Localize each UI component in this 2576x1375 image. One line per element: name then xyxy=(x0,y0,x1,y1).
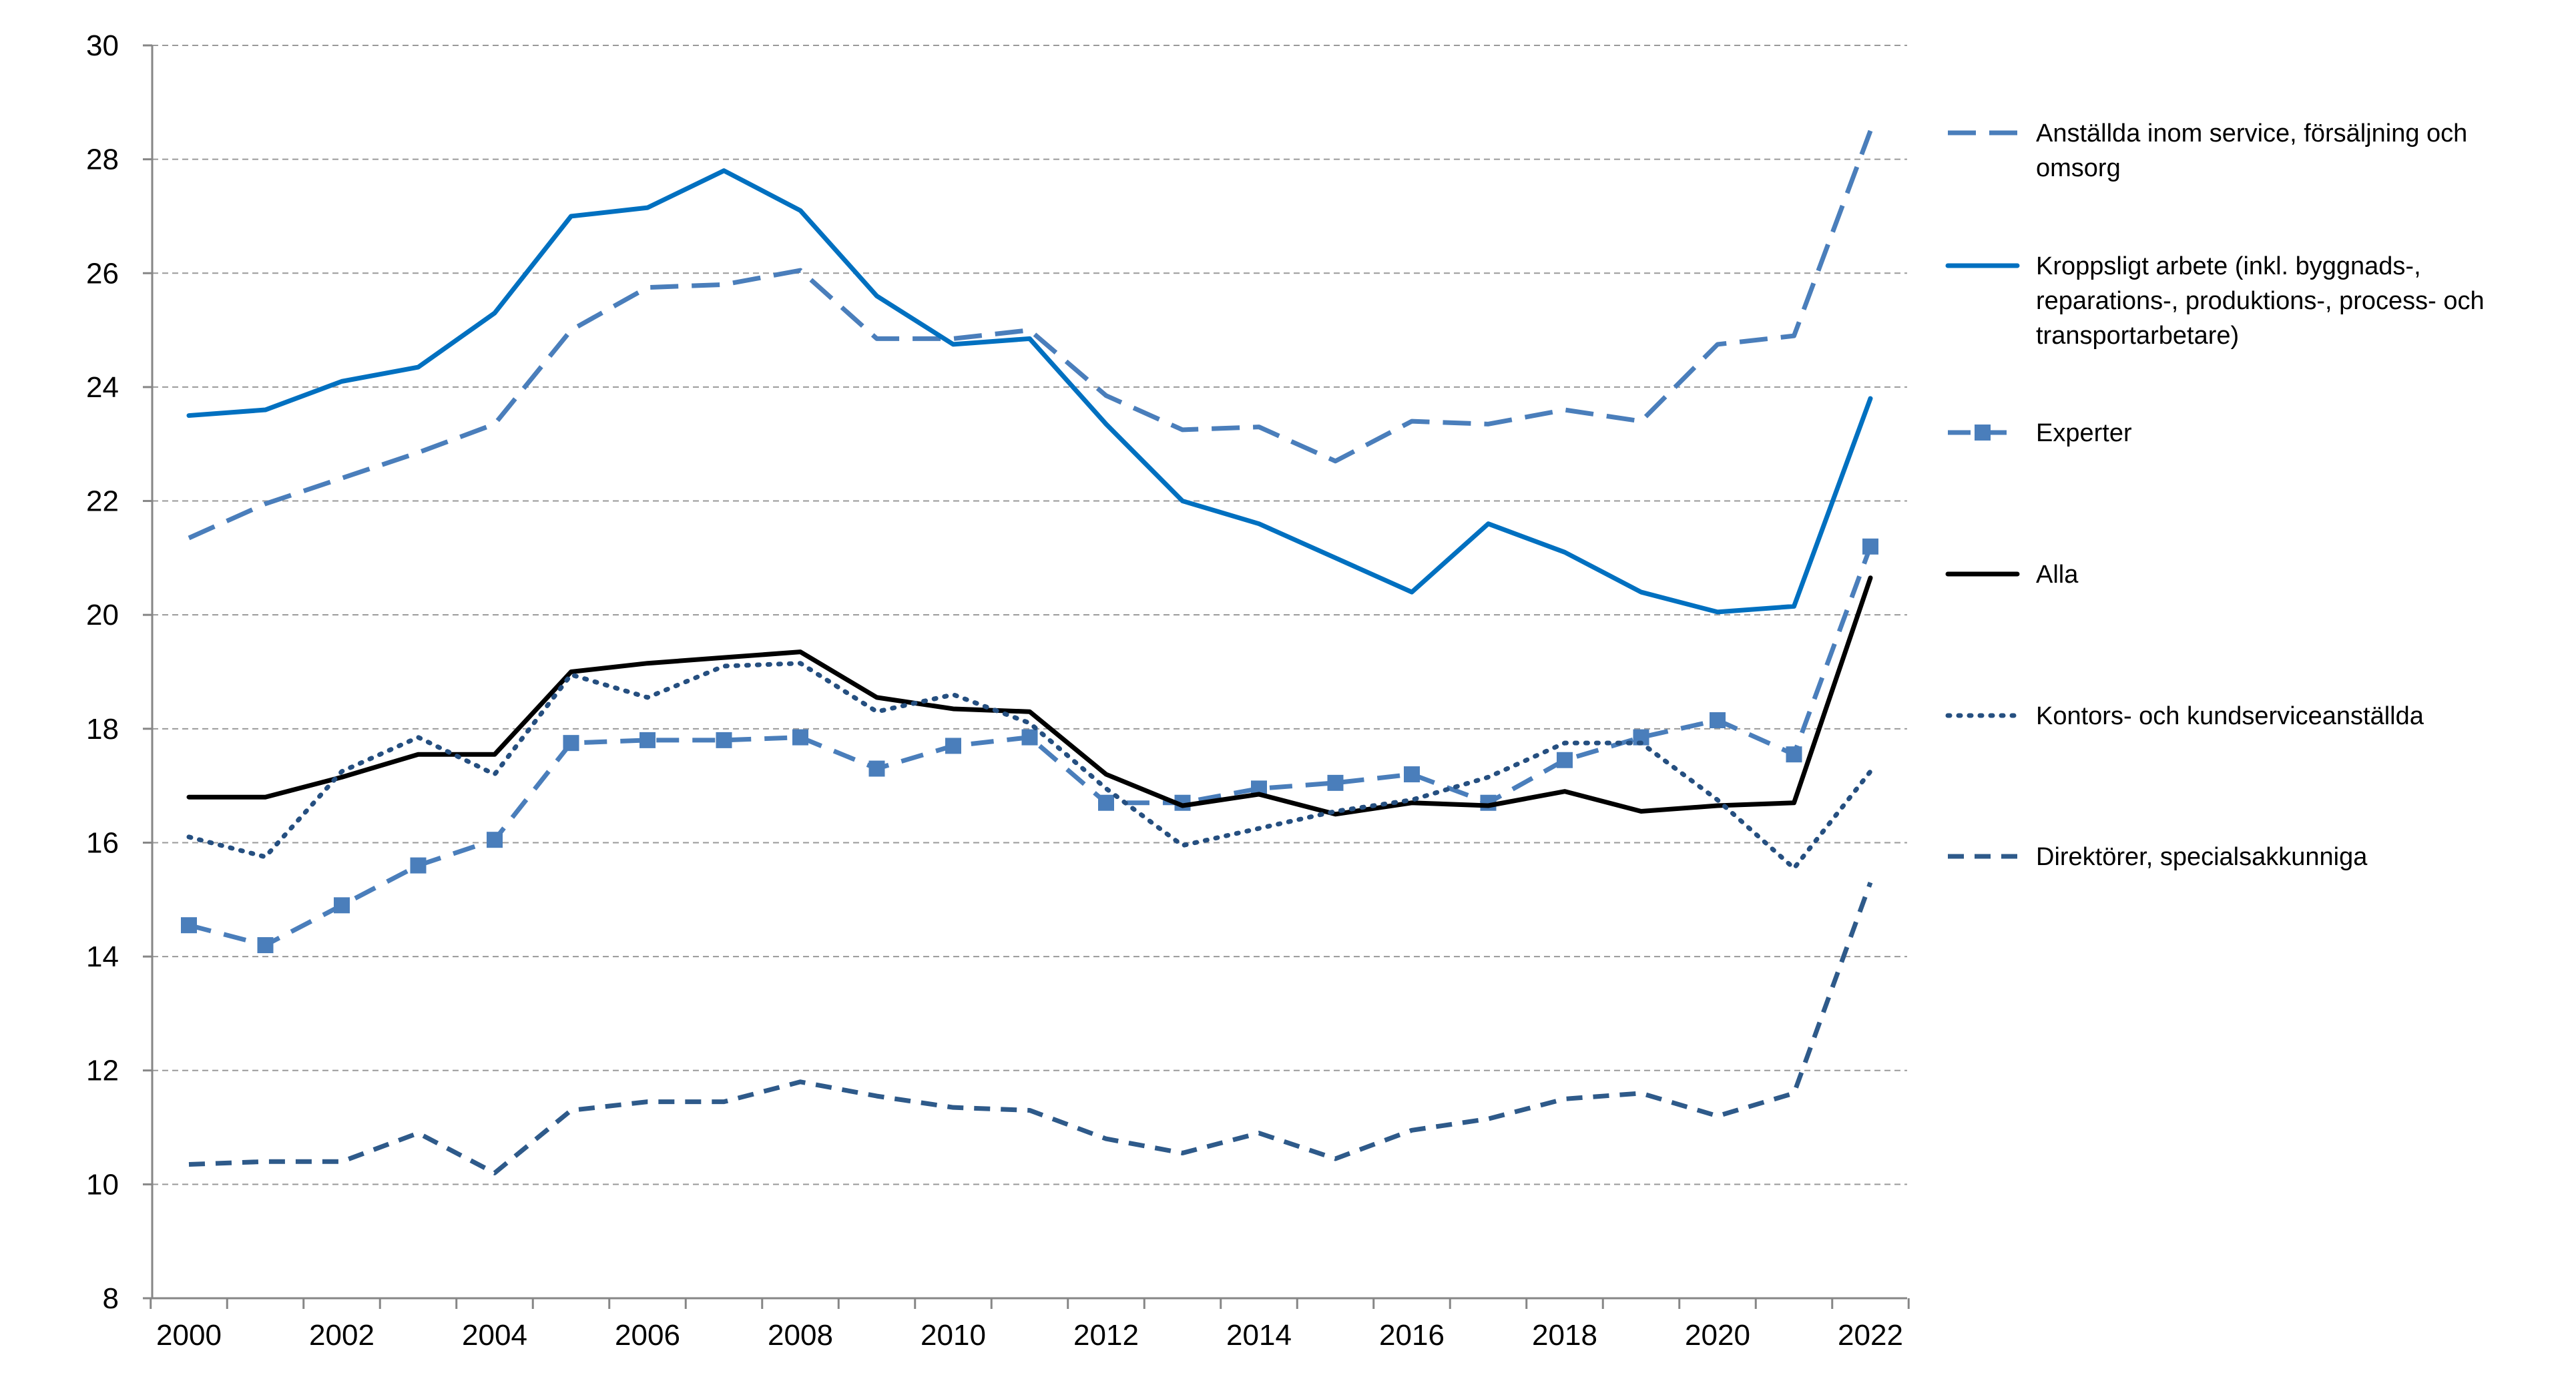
data-point-experter xyxy=(1786,746,1802,763)
series-line-kroppsligt-arbete-inkl-byggnads-reparati xyxy=(186,168,1873,615)
y-tick-label: 22 xyxy=(86,485,119,518)
gridlines xyxy=(152,45,1907,1185)
x-tick-label: 2014 xyxy=(1226,1319,1292,1352)
y-tick-label: 30 xyxy=(86,29,119,62)
series-line-experter xyxy=(188,545,1873,948)
y-tick-label: 16 xyxy=(86,826,119,859)
series-lines xyxy=(181,129,1878,1175)
data-point-experter xyxy=(639,732,656,748)
axes xyxy=(151,45,1907,1300)
data-point-experter xyxy=(257,937,274,954)
series-line-kontors-och-kundserviceanstallda xyxy=(186,661,1873,871)
y-tick-label: 18 xyxy=(86,713,119,746)
y-tick-label: 14 xyxy=(86,940,119,973)
legend-label: transportarbetare) xyxy=(2036,322,2239,350)
x-tick-label: 2016 xyxy=(1379,1319,1445,1352)
legend-label: Kontors- och kundserviceanställda xyxy=(2036,702,2424,730)
y-tick-label: 24 xyxy=(86,371,119,404)
data-point-experter xyxy=(945,738,961,754)
legend-marker xyxy=(1975,425,1991,441)
data-point-experter xyxy=(1021,729,1038,746)
data-point-experter xyxy=(410,857,427,874)
y-tick-label: 26 xyxy=(86,257,119,290)
data-point-experter xyxy=(1404,766,1420,783)
x-tick-label: 2012 xyxy=(1073,1319,1139,1352)
y-axis-ticks: 8 10 12 14 16 18 20 22 24 26 28 30 xyxy=(86,29,152,1315)
legend-label: Anställda inom service, försäljning och xyxy=(2036,119,2467,148)
series-line-alla xyxy=(186,575,1873,817)
x-tick-label: 2000 xyxy=(156,1319,222,1352)
data-point-experter xyxy=(181,917,197,934)
legend-label: Alla xyxy=(2036,561,2079,589)
legend-item-experter: Experter xyxy=(1948,419,2132,447)
legend-item-kontors-och-kundserviceanstallda: Kontors- och kundserviceanställda xyxy=(1945,702,2424,730)
legend-label: Experter xyxy=(2036,419,2132,447)
legend-label: Direktörer, specialsakkunniga xyxy=(2036,843,2368,871)
y-tick-label: 28 xyxy=(86,144,119,176)
x-tick-label: 2018 xyxy=(1532,1319,1597,1352)
data-point-experter xyxy=(1862,538,1878,555)
data-point-experter xyxy=(868,760,885,777)
x-axis-ticks: 2000 2002 2004 2006 2008 2010 2012 2014 2016 2018… xyxy=(150,1298,1910,1352)
series-line-direktorer-specialsakkunniga xyxy=(188,881,1873,1175)
data-point-experter xyxy=(792,729,808,746)
data-point-experter xyxy=(563,735,579,752)
y-tick-label: 12 xyxy=(86,1055,119,1087)
series-line-anstallda-inom-service-forsaljning-och-o xyxy=(188,129,1873,541)
data-point-experter xyxy=(1557,752,1573,768)
x-tick-label: 2004 xyxy=(462,1319,527,1352)
legend-item-alla: Alla xyxy=(1945,561,2079,589)
legend-item-direktorer-specialsakkunniga: Direktörer, specialsakkunniga xyxy=(1948,843,2368,871)
x-tick-label: 2010 xyxy=(921,1319,986,1352)
x-tick-label: 2020 xyxy=(1685,1319,1750,1352)
y-tick-label: 10 xyxy=(86,1168,119,1201)
x-tick-label: 2022 xyxy=(1838,1319,1903,1352)
x-tick-label: 2006 xyxy=(615,1319,680,1352)
data-point-experter xyxy=(716,732,732,748)
legend-label: reparations-, produktions-, process- och xyxy=(2036,287,2485,315)
legend: Anställda inom service, försäljning och o… xyxy=(1945,119,2485,871)
data-point-experter xyxy=(487,832,503,848)
legend-item-kroppsligt-arbete-inkl-byggnads-reparati: Kroppsligt arbete (inkl. byggnads-, repar… xyxy=(1945,252,2485,350)
legend-label: Kroppsligt arbete (inkl. byggnads-, xyxy=(2036,252,2421,280)
legend-item-anstallda-inom-service-forsaljning-och-o: Anställda inom service, försäljning och o… xyxy=(1948,119,2467,182)
data-point-experter xyxy=(334,897,350,914)
data-point-experter xyxy=(1710,712,1726,729)
x-tick-label: 2008 xyxy=(768,1319,833,1352)
y-tick-label: 8 xyxy=(103,1282,119,1315)
data-point-experter xyxy=(1327,774,1344,791)
data-point-experter xyxy=(1098,794,1114,811)
x-tick-label: 2002 xyxy=(309,1319,374,1352)
legend-label: omsorg xyxy=(2036,154,2121,182)
y-tick-label: 20 xyxy=(86,599,119,631)
